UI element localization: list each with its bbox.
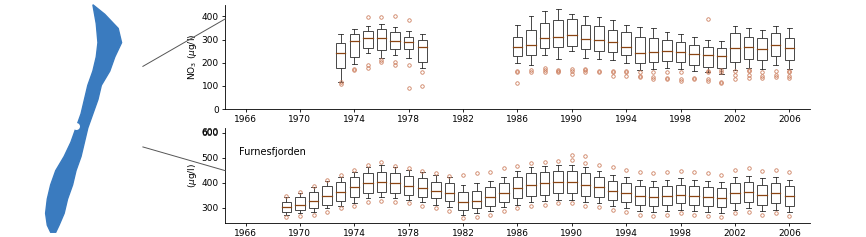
- Y-axis label: NO$_3$ ($\mu$g/l): NO$_3$ ($\mu$g/l): [186, 34, 199, 80]
- Bar: [404, 37, 413, 49]
- Text: Furnesfjorden: Furnesfjorden: [239, 147, 306, 157]
- Bar: [758, 185, 767, 205]
- Bar: [689, 186, 699, 205]
- Bar: [391, 32, 400, 49]
- Bar: [377, 172, 386, 192]
- Bar: [662, 40, 672, 61]
- Bar: [635, 186, 644, 205]
- Bar: [322, 186, 332, 205]
- Bar: [363, 173, 372, 193]
- Bar: [730, 33, 740, 62]
- Bar: [649, 187, 658, 206]
- Bar: [716, 48, 726, 68]
- Bar: [649, 38, 658, 62]
- Y-axis label: ($\mu$g/l): ($\mu$g/l): [186, 163, 199, 188]
- Bar: [567, 171, 577, 193]
- Bar: [567, 19, 577, 46]
- Text: 600: 600: [201, 128, 218, 137]
- Bar: [540, 172, 549, 195]
- Bar: [744, 182, 753, 202]
- Bar: [404, 176, 413, 195]
- Bar: [689, 45, 699, 65]
- Bar: [675, 42, 685, 62]
- Bar: [486, 187, 495, 206]
- Bar: [350, 177, 359, 197]
- Bar: [594, 26, 604, 51]
- Bar: [744, 37, 753, 59]
- Bar: [771, 183, 780, 203]
- Bar: [527, 30, 536, 55]
- Bar: [622, 32, 631, 55]
- Bar: [553, 20, 563, 47]
- Bar: [662, 186, 672, 205]
- Polygon shape: [46, 5, 121, 232]
- Bar: [363, 31, 372, 48]
- Bar: [513, 37, 522, 56]
- Bar: [309, 192, 319, 208]
- Bar: [445, 183, 455, 201]
- Bar: [730, 183, 740, 203]
- Bar: [785, 38, 794, 60]
- Bar: [758, 38, 767, 60]
- Bar: [513, 177, 522, 198]
- Bar: [608, 181, 617, 200]
- Bar: [608, 30, 617, 52]
- Bar: [716, 188, 726, 207]
- Bar: [540, 23, 549, 48]
- Bar: [594, 177, 604, 197]
- Bar: [417, 40, 427, 62]
- Bar: [703, 47, 713, 67]
- Bar: [499, 183, 508, 202]
- Bar: [771, 33, 780, 56]
- Bar: [527, 173, 536, 196]
- Bar: [675, 185, 685, 203]
- Bar: [458, 192, 468, 210]
- Bar: [472, 191, 481, 208]
- Bar: [295, 197, 305, 210]
- Bar: [336, 43, 346, 68]
- Bar: [377, 29, 386, 50]
- Bar: [391, 173, 400, 193]
- Bar: [580, 25, 590, 49]
- Bar: [281, 202, 291, 212]
- Bar: [336, 182, 346, 201]
- Bar: [417, 178, 427, 197]
- Bar: [431, 182, 441, 198]
- Bar: [350, 34, 359, 57]
- Bar: [635, 37, 644, 63]
- Bar: [785, 186, 794, 206]
- Bar: [553, 171, 563, 193]
- Bar: [622, 183, 631, 202]
- Bar: [703, 187, 713, 206]
- Bar: [580, 173, 590, 196]
